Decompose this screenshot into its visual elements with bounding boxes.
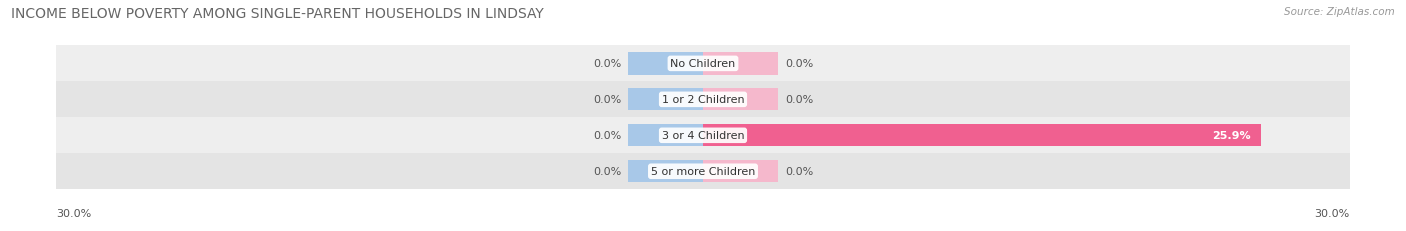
Text: 3 or 4 Children: 3 or 4 Children xyxy=(662,131,744,141)
Text: 0.0%: 0.0% xyxy=(785,167,813,176)
Bar xyxy=(627,89,703,111)
Text: 30.0%: 30.0% xyxy=(1315,208,1350,218)
Bar xyxy=(56,154,1350,189)
Bar xyxy=(56,118,1350,154)
Text: 30.0%: 30.0% xyxy=(56,208,91,218)
Text: Source: ZipAtlas.com: Source: ZipAtlas.com xyxy=(1284,7,1395,17)
Bar xyxy=(56,46,1350,82)
Bar xyxy=(703,53,779,75)
Bar xyxy=(703,125,1261,147)
Text: INCOME BELOW POVERTY AMONG SINGLE-PARENT HOUSEHOLDS IN LINDSAY: INCOME BELOW POVERTY AMONG SINGLE-PARENT… xyxy=(11,7,544,21)
Bar xyxy=(627,53,703,75)
Text: No Children: No Children xyxy=(671,59,735,69)
Bar xyxy=(627,125,703,147)
Text: 0.0%: 0.0% xyxy=(785,95,813,105)
Bar xyxy=(56,82,1350,118)
Text: 25.9%: 25.9% xyxy=(1212,131,1250,141)
Bar xyxy=(703,160,779,183)
Text: 0.0%: 0.0% xyxy=(785,59,813,69)
Text: 0.0%: 0.0% xyxy=(593,167,621,176)
Text: 0.0%: 0.0% xyxy=(593,95,621,105)
Text: 1 or 2 Children: 1 or 2 Children xyxy=(662,95,744,105)
Text: 0.0%: 0.0% xyxy=(593,131,621,141)
Bar xyxy=(703,89,779,111)
Bar xyxy=(627,160,703,183)
Text: 5 or more Children: 5 or more Children xyxy=(651,167,755,176)
Text: 0.0%: 0.0% xyxy=(593,59,621,69)
